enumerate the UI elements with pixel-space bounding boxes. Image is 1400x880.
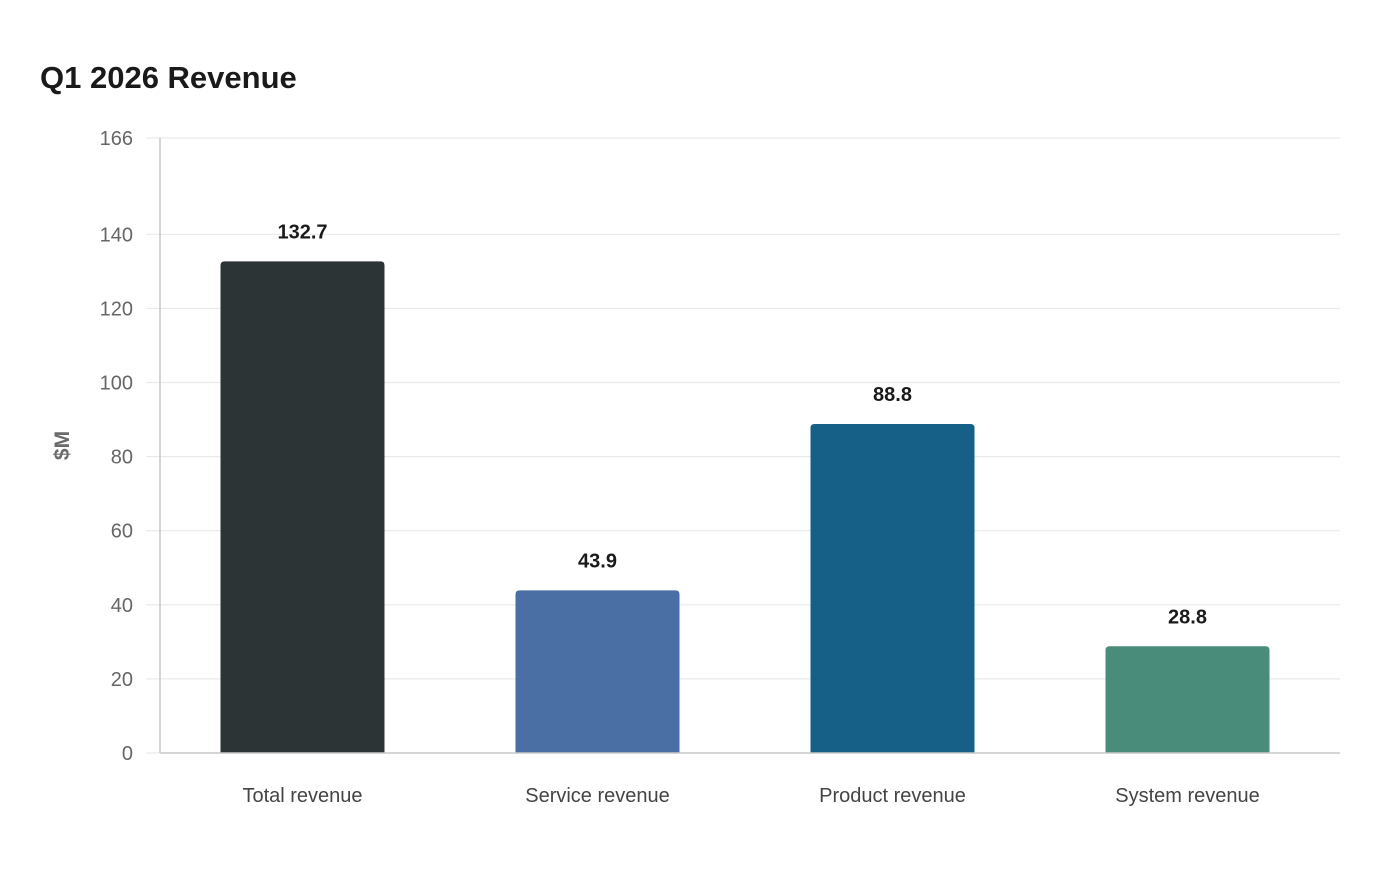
x-tick-label: Service revenue: [525, 785, 670, 807]
value-label: 88.8: [873, 384, 912, 406]
chart-title: Q1 2026 Revenue: [40, 60, 297, 95]
y-tick-label: 100: [100, 373, 133, 395]
axes: [159, 138, 1340, 754]
y-axis-title: $M: [51, 431, 74, 460]
x-tick-label: Product revenue: [819, 785, 966, 807]
bars: [220, 261, 1270, 753]
value-label: 132.7: [277, 221, 327, 243]
y-tick-label: 0: [122, 743, 133, 765]
bar: [515, 590, 680, 753]
y-tick-label: 20: [111, 669, 133, 691]
value-label: 28.8: [1168, 606, 1207, 628]
value-labels: 132.7 43.9 88.8 28.8: [277, 221, 1207, 628]
x-tick-labels: Total revenue Service revenue Product reve…: [242, 785, 1259, 807]
y-tick-label: 60: [111, 521, 133, 543]
y-tick-labels: 0 20 40 60 80 100 120 140 166: [100, 128, 133, 765]
x-tick-label: Total revenue: [242, 785, 362, 807]
y-tick-label: 166: [100, 128, 133, 150]
bar: [810, 424, 975, 753]
y-tick-label: 120: [100, 298, 133, 320]
y-tick-label: 140: [100, 224, 133, 246]
value-label: 43.9: [578, 550, 617, 572]
bar: [220, 261, 385, 753]
x-tick-label: System revenue: [1115, 785, 1260, 807]
bar: [1105, 646, 1270, 753]
y-tick-label: 40: [111, 595, 133, 617]
y-tick-label: 80: [111, 447, 133, 469]
